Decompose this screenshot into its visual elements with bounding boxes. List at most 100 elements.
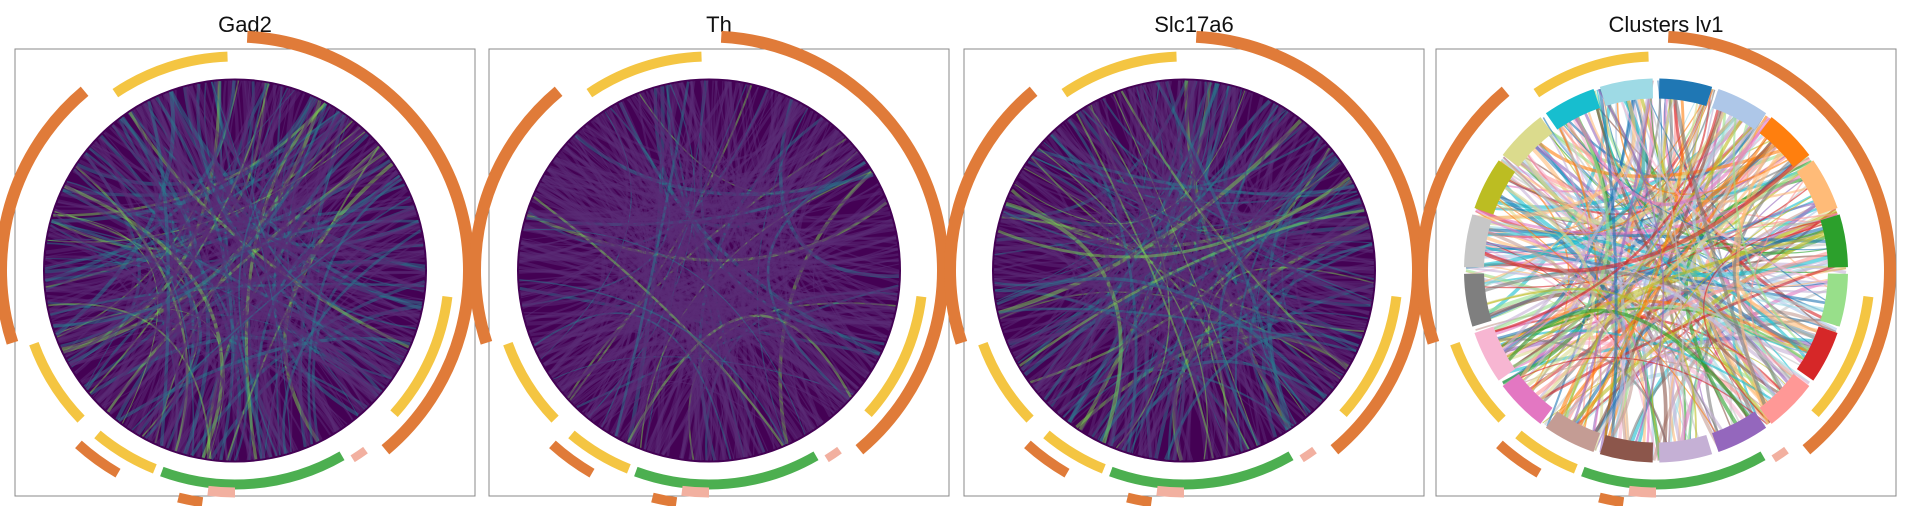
chord (1489, 80, 1662, 365)
chord (1475, 165, 1816, 236)
outer-arc (469, 86, 563, 345)
chord (275, 309, 421, 456)
chord (1669, 266, 1847, 460)
chords (44, 80, 426, 461)
small-arc (177, 492, 204, 506)
chord (1014, 90, 1246, 225)
chord (661, 136, 845, 456)
small-arc (681, 485, 710, 498)
chord (238, 111, 340, 457)
cluster-segment (1796, 160, 1838, 215)
panel: Th (469, 12, 950, 506)
chord (543, 174, 851, 401)
chord (1557, 113, 1765, 434)
inner-arc (634, 451, 819, 490)
chord (263, 104, 332, 441)
chord (1670, 80, 1773, 423)
inner-arc (112, 51, 228, 98)
chord (1588, 112, 1764, 450)
chord (782, 99, 891, 331)
chord (1052, 132, 1111, 414)
chord (1487, 132, 1590, 360)
chord (1470, 224, 1635, 454)
chord (522, 103, 803, 307)
chord (1651, 187, 1828, 461)
chord (689, 81, 888, 338)
chord (1484, 185, 1604, 451)
chord (560, 80, 706, 392)
chord (1658, 81, 1806, 390)
chord (1574, 87, 1707, 443)
outer-arc (1024, 440, 1070, 478)
inner-arc (1515, 430, 1578, 474)
chord (1470, 227, 1844, 244)
chord (1482, 192, 1726, 448)
chord (72, 112, 344, 210)
small-arc (1126, 492, 1153, 506)
chord (614, 224, 894, 437)
chord (45, 117, 352, 293)
chord (555, 157, 775, 450)
cluster-segment (1759, 117, 1810, 168)
chord (1477, 205, 1671, 461)
chord (774, 199, 886, 394)
inner-arc (160, 451, 345, 490)
panel-frame (1435, 48, 1897, 497)
chord (1495, 309, 1761, 432)
chord (50, 83, 219, 319)
chords (993, 79, 1375, 462)
panel: Clusters lv1 (1416, 12, 1897, 506)
chord (1667, 219, 1840, 461)
chord (1018, 209, 1365, 367)
chord (1164, 332, 1360, 461)
chord (997, 176, 1351, 259)
chord (282, 229, 422, 454)
chord (1069, 118, 1374, 291)
chord (662, 82, 747, 456)
chord (1214, 89, 1374, 263)
chord (234, 151, 385, 460)
chord (1021, 149, 1332, 242)
chord (1058, 109, 1108, 416)
chord (718, 158, 864, 460)
chord (756, 107, 809, 445)
cluster-segment (1711, 411, 1767, 453)
chord (1127, 88, 1262, 445)
small-arc (350, 446, 368, 463)
cluster-segment (1599, 78, 1654, 107)
outer-arc (720, 30, 949, 455)
cluster-segment (1820, 273, 1848, 327)
chord (1293, 173, 1349, 370)
cluster-segment (1796, 326, 1838, 381)
chord (1075, 113, 1214, 459)
chord (1081, 109, 1375, 281)
chord (720, 86, 808, 434)
chord (1598, 88, 1618, 456)
small-arc (1628, 485, 1657, 498)
inner-arc (94, 430, 157, 474)
chord (169, 90, 422, 311)
small-arc (1299, 446, 1317, 463)
inner-arc (1811, 295, 1874, 418)
chord (1067, 118, 1138, 453)
chord (1469, 288, 1697, 457)
inner-arc (568, 430, 631, 474)
chord (54, 91, 176, 337)
chord (528, 133, 842, 220)
chord (1472, 82, 1636, 222)
chord (537, 260, 900, 356)
chord (619, 101, 812, 432)
chord (561, 148, 898, 297)
outer-arc (549, 440, 595, 478)
chord (82, 154, 178, 405)
cluster-segment (1658, 78, 1713, 107)
chord (1044, 139, 1366, 328)
chord (1490, 231, 1843, 368)
inner-arc (1061, 51, 1177, 98)
chord (523, 312, 716, 461)
chord (994, 104, 1279, 287)
inner-arc (1533, 51, 1649, 98)
chord (145, 101, 382, 394)
chord (1056, 133, 1319, 415)
cluster-segment (1711, 88, 1767, 130)
